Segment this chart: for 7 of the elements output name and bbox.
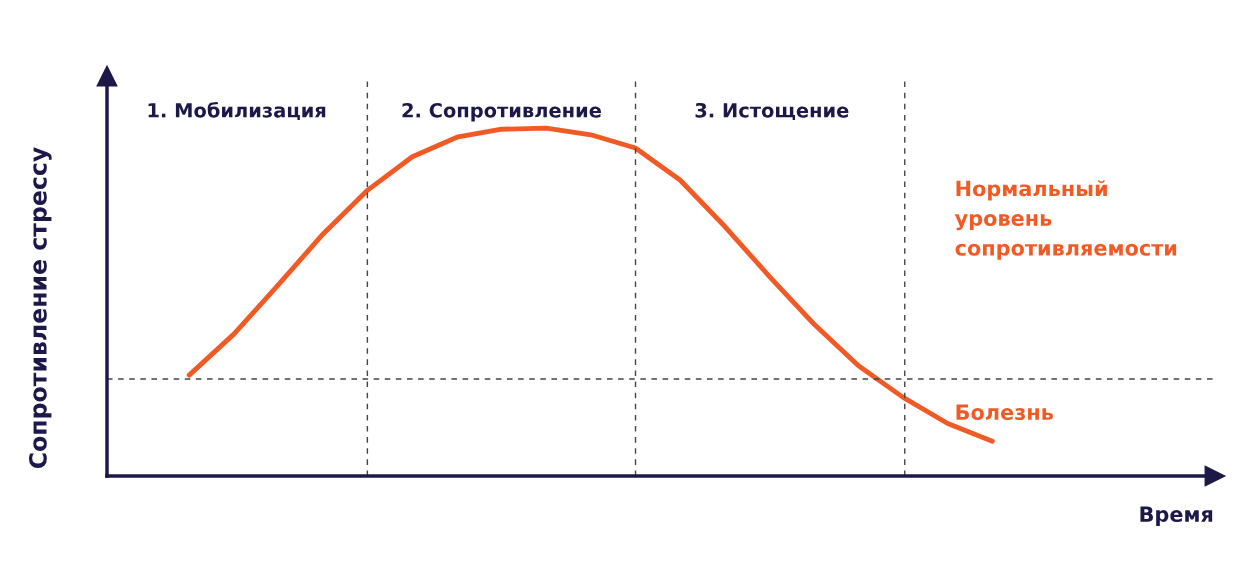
annotation: Нормальный уровень сопротивляемости bbox=[954, 180, 1177, 260]
text: 1. Мобилизация bbox=[148, 101, 326, 121]
y-axis-title: Сопротивление стрессу bbox=[28, 147, 52, 469]
text: Время bbox=[1140, 506, 1213, 527]
text: 2. Сопротивление bbox=[402, 102, 601, 122]
annotation: Болезнь bbox=[956, 404, 1053, 421]
text: 3. Истощение bbox=[695, 102, 849, 121]
